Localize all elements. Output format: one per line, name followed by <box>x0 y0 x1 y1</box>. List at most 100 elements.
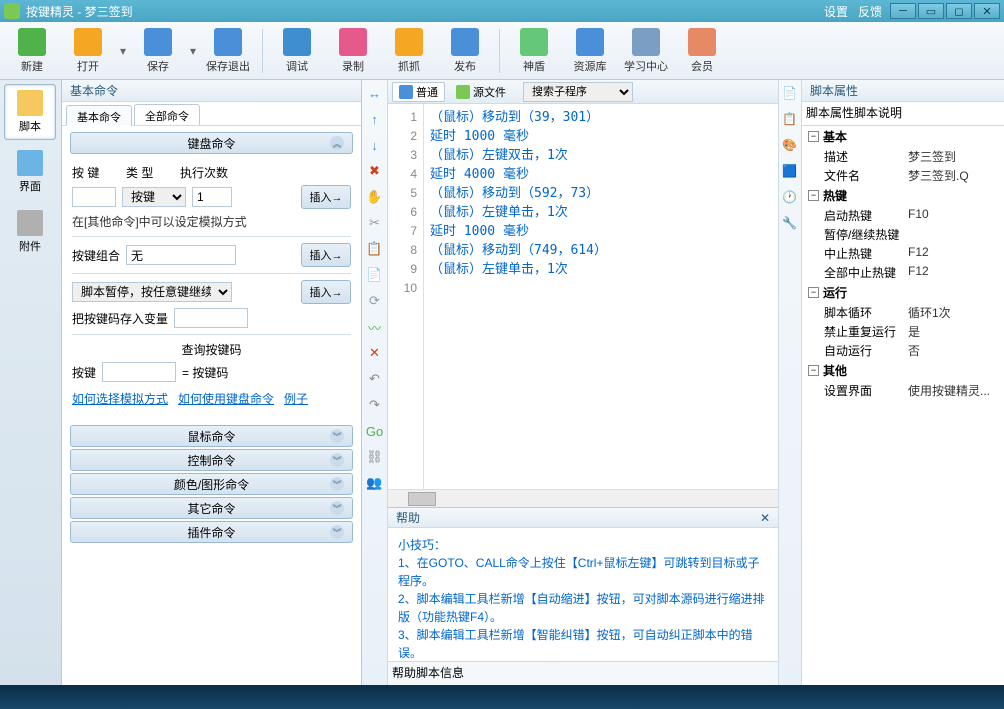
tab-script-desc[interactable]: 脚本说明 <box>854 104 902 125</box>
insert-button-2[interactable]: 插入→ <box>301 243 351 267</box>
keycode-input[interactable] <box>102 362 176 382</box>
prop-row[interactable]: 暂停/继续热键 <box>802 225 1004 244</box>
close-button[interactable]: ✕ <box>974 3 1000 19</box>
toolbar-录制[interactable]: 录制 <box>327 25 379 77</box>
toolbar-保存[interactable]: 保存 <box>132 25 184 77</box>
editor-tool-icon-3[interactable]: ✖ <box>366 162 384 180</box>
prop-row[interactable]: 自动运行否 <box>802 341 1004 360</box>
collapse-icon[interactable]: − <box>808 131 819 142</box>
section-misc[interactable]: 其它命令︾ <box>70 497 353 519</box>
prop-row[interactable]: 全部中止热键F12 <box>802 263 1004 282</box>
right-tool-icon-0[interactable]: 📄 <box>782 86 798 102</box>
nav-附件[interactable]: 附件 <box>4 204 56 260</box>
section-control[interactable]: 控制命令︾ <box>70 449 353 471</box>
editor-tool-icon-0[interactable]: ↔ <box>366 84 384 102</box>
code-editor[interactable]: （鼠标）移动到（39，301） 延时 1000 毫秒 （鼠标）左键双击，1次 延… <box>424 104 778 489</box>
editor-tool-icon-4[interactable]: ✋ <box>366 188 384 206</box>
normal-icon <box>399 85 413 99</box>
toolbar-发布[interactable]: 发布 <box>439 25 491 77</box>
prop-group-运行[interactable]: −运行 <box>802 282 1004 303</box>
editor-tool-icon-10[interactable]: ✕ <box>366 344 384 362</box>
toolbar-资源库[interactable]: 资源库 <box>564 25 616 77</box>
editor-tool-icon-14[interactable]: ⛓ <box>366 448 384 466</box>
editor-tool-icon-1[interactable]: ↑ <box>366 110 384 128</box>
tab-script-props[interactable]: 脚本属性 <box>806 104 854 125</box>
editor-tool-icon-5[interactable]: ✂ <box>366 214 384 232</box>
link-sim-mode[interactable]: 如何选择模拟方式 <box>72 390 168 407</box>
prop-group-热键[interactable]: −热键 <box>802 185 1004 206</box>
section-keyboard[interactable]: 键盘命令︽ <box>70 132 353 154</box>
restore-button[interactable]: ▭ <box>918 3 944 19</box>
editor-tool-icon-9[interactable]: 〰 <box>366 318 384 336</box>
label-query-keycode: 查询按键码 <box>181 341 241 358</box>
insert-button-3[interactable]: 插入→ <box>301 280 351 304</box>
editor-tool-icon-8[interactable]: ⟳ <box>366 292 384 310</box>
nav-界面[interactable]: 界面 <box>4 144 56 200</box>
tab-basic-commands[interactable]: 基本命令 <box>66 105 132 126</box>
prop-row[interactable]: 描述梦三签到 <box>802 147 1004 166</box>
toolbar-学习中心[interactable]: 学习中心 <box>620 25 672 77</box>
help-tab-help[interactable]: 帮助 <box>392 664 416 685</box>
label-count: 执行次数 <box>180 164 228 181</box>
tab-source-view[interactable]: 源文件 <box>449 82 513 102</box>
prop-row[interactable]: 脚本循环循环1次 <box>802 303 1004 322</box>
section-plugin[interactable]: 插件命令︾ <box>70 521 353 543</box>
type-select[interactable]: 按键 <box>122 187 186 207</box>
dropdown-icon[interactable]: ▾ <box>188 25 198 77</box>
toolbar-会员[interactable]: 会员 <box>676 25 728 77</box>
section-mouse[interactable]: 鼠标命令︾ <box>70 425 353 447</box>
editor-tool-icon-15[interactable]: 👥 <box>366 474 384 492</box>
editor-tool-icon-6[interactable]: 📋 <box>366 240 384 258</box>
collapse-icon[interactable]: − <box>808 190 819 201</box>
prop-group-其他[interactable]: −其他 <box>802 360 1004 381</box>
var-input[interactable] <box>174 308 248 328</box>
toolbar-抓抓[interactable]: 抓抓 <box>383 25 435 77</box>
toolbar-调试[interactable]: 调试 <box>271 25 323 77</box>
dropdown-icon[interactable]: ▾ <box>118 25 128 77</box>
tab-all-commands[interactable]: 全部命令 <box>134 104 200 125</box>
link-kb-help[interactable]: 如何使用键盘命令 <box>178 390 274 407</box>
help-tab-script-info[interactable]: 脚本信息 <box>416 664 464 685</box>
editor-tool-icon-2[interactable]: ↓ <box>366 136 384 154</box>
prop-group-基本[interactable]: −基本 <box>802 126 1004 147</box>
settings-link[interactable]: 设置 <box>824 3 848 20</box>
collapse-icon[interactable]: − <box>808 365 819 376</box>
link-example[interactable]: 例子 <box>284 390 308 407</box>
editor-tool-icon-13[interactable]: Go <box>366 422 384 440</box>
toolbar-保存退出[interactable]: 保存退出 <box>202 25 254 77</box>
titlebar-links: 设置 反馈 <box>824 3 882 20</box>
pause-select[interactable]: 脚本暂停，按任意键继续 <box>72 282 232 302</box>
editor-tool-icon-12[interactable]: ↷ <box>366 396 384 414</box>
horizontal-scrollbar[interactable] <box>388 489 778 507</box>
right-tool-icon-5[interactable]: 🔧 <box>782 216 798 232</box>
combo-input[interactable] <box>126 245 236 265</box>
prop-row[interactable]: 启动热键F10 <box>802 206 1004 225</box>
prop-row[interactable]: 禁止重复运行是 <box>802 322 1004 341</box>
scrollbar-thumb[interactable] <box>408 492 436 506</box>
prop-row[interactable]: 文件名梦三签到.Q <box>802 166 1004 185</box>
right-tool-icon-1[interactable]: 📋 <box>782 112 798 128</box>
right-tool-icon-3[interactable]: 🟦 <box>782 164 798 180</box>
search-subroutine-select[interactable]: 搜索子程序 <box>523 82 633 102</box>
minimize-button[interactable]: ─ <box>890 3 916 19</box>
toolbar-打开[interactable]: 打开 <box>62 25 114 77</box>
commands-header: 基本命令 <box>62 80 361 102</box>
help-close-icon[interactable]: ✕ <box>760 511 770 525</box>
feedback-link[interactable]: 反馈 <box>858 3 882 20</box>
prop-row[interactable]: 设置界面使用按键精灵... <box>802 381 1004 400</box>
editor-tool-icon-7[interactable]: 📄 <box>366 266 384 284</box>
nav-脚本[interactable]: 脚本 <box>4 84 56 140</box>
collapse-icon[interactable]: − <box>808 287 819 298</box>
toolbar-神盾[interactable]: 神盾 <box>508 25 560 77</box>
insert-button-1[interactable]: 插入→ <box>301 185 351 209</box>
prop-row[interactable]: 中止热键F12 <box>802 244 1004 263</box>
toolbar-新建[interactable]: 新建 <box>6 25 58 77</box>
key-input[interactable] <box>72 187 116 207</box>
tab-normal-view[interactable]: 普通 <box>392 82 445 102</box>
maximize-button[interactable]: ◻ <box>946 3 972 19</box>
editor-tool-icon-11[interactable]: ↶ <box>366 370 384 388</box>
right-tool-icon-2[interactable]: 🎨 <box>782 138 798 154</box>
section-color[interactable]: 颜色/图形命令︾ <box>70 473 353 495</box>
right-tool-icon-4[interactable]: 🕐 <box>782 190 798 206</box>
count-input[interactable] <box>192 187 232 207</box>
